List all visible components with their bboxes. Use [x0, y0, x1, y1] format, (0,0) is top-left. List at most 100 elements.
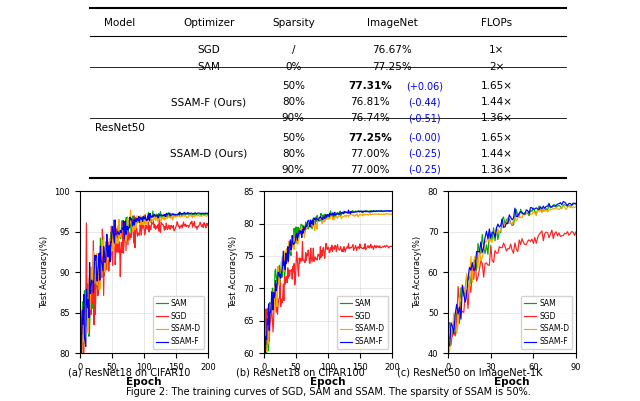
Line: SSAM-D: SSAM-D: [449, 206, 576, 352]
Text: 1.44×: 1.44×: [481, 149, 513, 159]
SAM: [388, 209, 396, 213]
SSAM-D: [388, 212, 396, 217]
SSAM-F: [176, 210, 184, 215]
Text: SAM: SAM: [198, 62, 220, 72]
SAM: [77, 345, 85, 350]
SSAM-D: [484, 235, 492, 240]
SAM: [111, 225, 119, 230]
Text: /: /: [292, 45, 295, 55]
SSAM-D: [194, 212, 202, 217]
SGD: [484, 263, 492, 267]
SSAM-D: [534, 207, 541, 212]
SSAM-F: [199, 211, 207, 216]
SAM: [445, 320, 453, 325]
SSAM-F: [85, 315, 93, 320]
Legend: SAM, SGD, SSAM-D, SSAM-F: SAM, SGD, SSAM-D, SSAM-F: [153, 296, 204, 349]
Text: 90%: 90%: [282, 113, 305, 124]
SSAM-F: [383, 209, 390, 213]
SGD: [285, 267, 293, 272]
Line: SSAM-F: SSAM-F: [265, 210, 392, 353]
SGD: [555, 231, 563, 235]
SSAM-F: [296, 228, 303, 233]
Text: 1.65×: 1.65×: [481, 81, 513, 91]
SSAM-D: [77, 359, 84, 364]
SSAM-F: [551, 204, 559, 209]
SAM: [77, 334, 84, 339]
Text: SGD: SGD: [198, 45, 220, 55]
SSAM-F: [101, 260, 109, 265]
SGD: [552, 229, 560, 234]
Text: SSAM-F (Ours): SSAM-F (Ours): [172, 97, 246, 107]
Text: 50%: 50%: [282, 81, 305, 91]
SSAM-D: [378, 212, 385, 217]
Text: 80%: 80%: [282, 149, 305, 159]
Text: (-0.00): (-0.00): [408, 133, 441, 143]
SGD: [568, 229, 575, 234]
Text: (c) ResNet50 on ImageNet-1K: (c) ResNet50 on ImageNet-1K: [397, 368, 542, 378]
Text: 80%: 80%: [282, 97, 305, 107]
SSAM-D: [445, 349, 453, 354]
Text: 77.25%: 77.25%: [372, 62, 412, 72]
Text: 1.65×: 1.65×: [481, 133, 513, 143]
SSAM-F: [445, 344, 453, 348]
SSAM-F: [204, 211, 212, 216]
Text: 90%: 90%: [282, 165, 305, 175]
SGD: [204, 221, 212, 226]
Text: (-0.25): (-0.25): [408, 165, 441, 175]
SSAM-F: [83, 287, 90, 292]
Line: SSAM-D: SSAM-D: [81, 210, 208, 361]
SAM: [447, 343, 455, 348]
SSAM-D: [263, 349, 271, 354]
Text: Sparsity: Sparsity: [272, 18, 315, 28]
Y-axis label: Test Accuracy(%): Test Accuracy(%): [40, 236, 49, 308]
Y-axis label: Test Accuracy(%): Test Accuracy(%): [413, 236, 422, 308]
SSAM-D: [111, 232, 118, 237]
SGD: [101, 268, 109, 273]
Text: 76.67%: 76.67%: [372, 45, 412, 55]
SGD: [111, 262, 119, 267]
SSAM-F: [572, 201, 580, 206]
Text: 76.81%: 76.81%: [350, 97, 390, 107]
SAM: [376, 208, 384, 213]
SSAM-F: [261, 333, 269, 338]
SGD: [296, 256, 303, 261]
SSAM-D: [261, 327, 269, 332]
Text: Optimizer: Optimizer: [183, 18, 235, 28]
Line: SAM: SAM: [449, 204, 576, 345]
SSAM-D: [463, 271, 470, 276]
X-axis label: Epoch: Epoch: [310, 377, 346, 387]
SSAM-D: [127, 208, 134, 213]
SAM: [552, 205, 560, 209]
SGD: [131, 213, 138, 218]
SSAM-F: [262, 350, 269, 355]
Text: 2×: 2×: [489, 62, 504, 72]
Line: SGD: SGD: [265, 241, 392, 356]
SSAM-D: [84, 331, 92, 336]
Text: (-0.44): (-0.44): [408, 97, 441, 107]
SSAM-F: [463, 292, 470, 297]
SGD: [378, 245, 386, 249]
Text: 1×: 1×: [489, 45, 504, 55]
Text: Model: Model: [104, 18, 135, 28]
SSAM-F: [344, 208, 352, 213]
SGD: [79, 359, 87, 364]
Text: SSAM-D (Ours): SSAM-D (Ours): [170, 149, 248, 159]
Text: 1.44×: 1.44×: [481, 97, 513, 107]
Text: 77.25%: 77.25%: [348, 133, 392, 143]
SSAM-F: [269, 308, 277, 312]
Text: 76.74%: 76.74%: [350, 113, 390, 124]
SSAM-F: [554, 202, 561, 207]
Text: 50%: 50%: [282, 133, 305, 143]
Text: (b) ResNet18 on CIFAR100: (b) ResNet18 on CIFAR100: [236, 368, 365, 378]
SSAM-F: [484, 236, 492, 241]
Line: SGD: SGD: [449, 230, 576, 338]
SSAM-D: [568, 205, 575, 210]
SAM: [83, 300, 90, 305]
Text: ResNet50: ResNet50: [95, 123, 145, 133]
SSAM-D: [551, 207, 559, 211]
SSAM-F: [534, 207, 541, 211]
Text: ImageNet: ImageNet: [367, 18, 418, 28]
SAM: [266, 300, 274, 305]
Text: 1.36×: 1.36×: [481, 165, 513, 175]
Text: 77.31%: 77.31%: [348, 81, 392, 91]
